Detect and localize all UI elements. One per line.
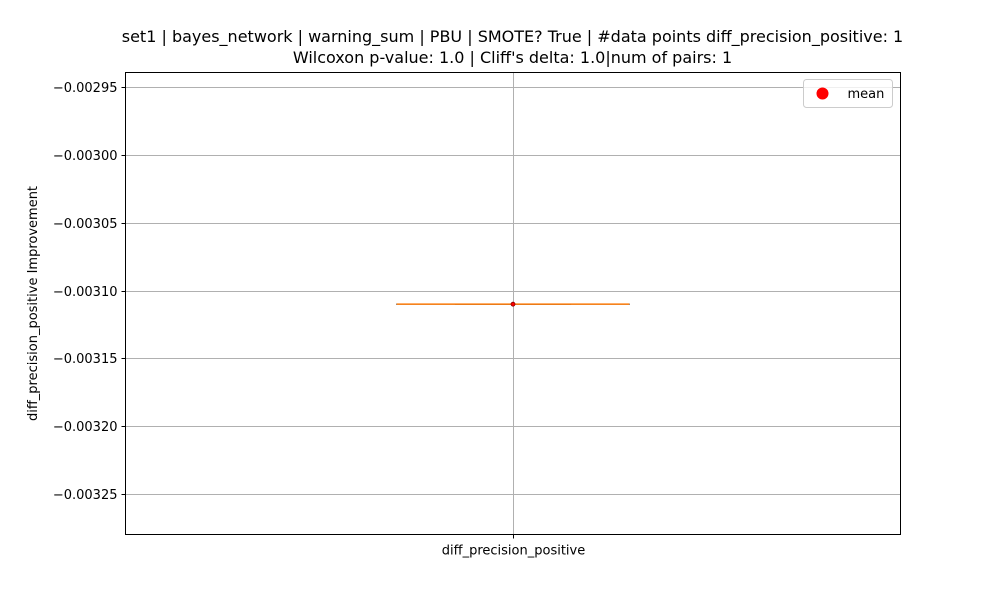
legend: mean — [803, 79, 893, 108]
y-axis-ticks: −0.00295 −0.00300 −0.00305 −0.00310 −0.00315… — [53, 81, 126, 503]
grid — [125, 72, 901, 535]
y-tick-label: −0.00300 — [53, 149, 118, 164]
x-tick-label: diff_precision_positive — [442, 544, 585, 559]
chart-title-line-1: set1 | bayes_network | warning_sum | PBU… — [121, 27, 904, 46]
y-tick-label: −0.00325 — [53, 488, 118, 503]
legend-frame — [803, 79, 893, 108]
y-tick-label: −0.00310 — [53, 285, 118, 300]
y-tick-label: −0.00295 — [53, 81, 118, 96]
y-tick-label: −0.00315 — [53, 352, 118, 367]
mean-marker — [510, 301, 516, 307]
chart-title-line-2: Wilcoxon p-value: 1.0 | Cliff's delta: 1… — [292, 48, 733, 67]
box-layer — [396, 301, 630, 307]
legend-marker-mean — [816, 87, 829, 100]
y-tick-label: −0.00305 — [53, 217, 118, 232]
x-axis-ticks: diff_precision_positive — [442, 534, 585, 559]
legend-label-mean: mean — [848, 87, 885, 102]
y-axis-label: diff_precision_positive Improvement — [26, 186, 41, 421]
y-tick-label: −0.00320 — [53, 420, 118, 435]
